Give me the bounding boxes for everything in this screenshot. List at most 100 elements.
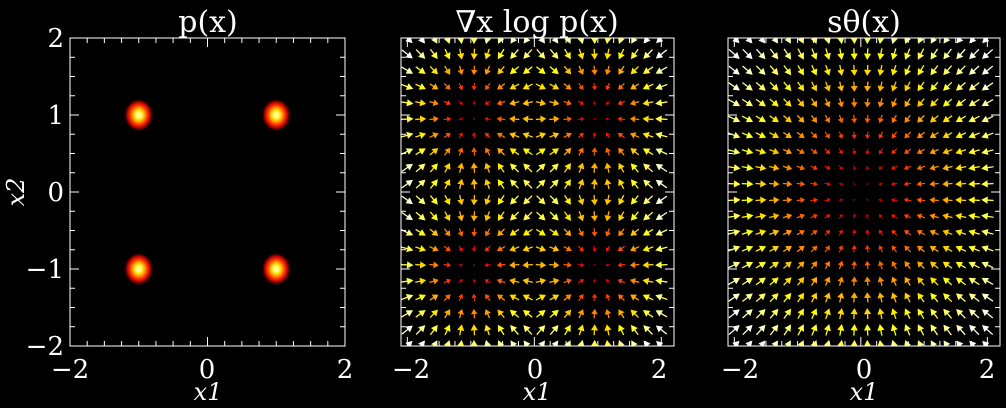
score-arrow — [538, 340, 546, 346]
score-arrow — [728, 164, 741, 172]
score-arrow — [429, 163, 438, 173]
score-arrow — [756, 324, 766, 336]
score-arrow — [549, 99, 560, 107]
score-arrow — [590, 38, 598, 45]
score-arrow — [981, 277, 994, 286]
score-arrow — [563, 116, 572, 123]
score-arrow — [810, 81, 818, 92]
score-arrow — [497, 48, 505, 60]
score-arrow — [796, 131, 805, 139]
score-arrow — [982, 325, 994, 336]
score-arrow — [877, 64, 885, 76]
score-arrow — [942, 261, 953, 269]
density-peak — [261, 252, 292, 286]
score-arrow — [497, 83, 506, 90]
score-arrow — [904, 308, 911, 320]
score-arrow — [755, 196, 767, 204]
score-arrow — [728, 325, 740, 336]
score-arrow — [878, 245, 884, 253]
score-arrow — [443, 324, 451, 336]
score-arrow — [549, 83, 560, 90]
score-arrow — [604, 308, 612, 319]
score-arrow — [741, 196, 754, 204]
score-arrow — [577, 262, 585, 268]
score-arrow — [824, 114, 831, 124]
score-arrow — [837, 114, 844, 124]
score-arrow — [810, 261, 818, 270]
score-arrow — [401, 277, 414, 285]
score-arrow — [742, 65, 753, 75]
score-arrow — [929, 131, 939, 139]
score-arrow — [890, 81, 898, 92]
score-arrow — [415, 132, 427, 139]
score-arrow — [401, 49, 413, 59]
score-arrow — [981, 309, 994, 319]
score-arrow — [930, 292, 939, 303]
score-arrow — [783, 81, 792, 92]
score-arrow — [877, 81, 885, 92]
score-arrow — [655, 163, 668, 173]
score-arrow — [643, 309, 654, 318]
score-arrow — [415, 163, 426, 173]
density-ytick-neg2: −2 — [26, 332, 64, 362]
score-arrow — [642, 148, 654, 156]
score-arrow — [981, 212, 994, 220]
score-arrow — [510, 325, 519, 335]
score-arrow — [656, 340, 664, 346]
score-arrow — [823, 48, 831, 60]
score-arrow — [401, 325, 413, 335]
score-arrow — [618, 178, 625, 190]
score-arrow — [591, 293, 598, 302]
score-arrow — [904, 81, 911, 92]
score-arrow — [866, 198, 869, 202]
score-arrow — [470, 65, 478, 76]
score-arrow — [458, 263, 464, 267]
learned-score-ticks — [728, 37, 1000, 347]
score-arrow — [429, 294, 439, 301]
score-arrow — [838, 198, 844, 202]
score-arrow — [536, 163, 546, 173]
score-arrow — [783, 115, 792, 123]
score-arrow — [470, 339, 478, 346]
score-arrow — [655, 277, 668, 285]
score-arrow — [655, 211, 668, 221]
score-arrow — [549, 66, 559, 75]
true-score-ticks — [401, 37, 674, 347]
score-arrow — [415, 115, 427, 123]
score-arrow — [943, 324, 952, 336]
score-arrow — [605, 132, 611, 139]
score-arrow — [878, 260, 884, 270]
score-arrow — [956, 308, 966, 319]
score-arrow — [470, 308, 478, 319]
score-arrow — [549, 179, 559, 189]
score-arrow — [851, 260, 858, 270]
score-arrow — [732, 340, 740, 346]
score-arrow — [755, 131, 767, 139]
score-arrow — [797, 277, 805, 286]
score-arrow — [604, 211, 612, 222]
score-arrow — [904, 230, 912, 236]
score-arrow — [484, 178, 492, 190]
score-arrow — [838, 245, 844, 253]
density-plot-area — [70, 38, 345, 346]
score-arrow — [655, 148, 668, 155]
score-arrow — [850, 276, 858, 286]
score-arrow — [783, 98, 792, 107]
score-arrow — [643, 49, 654, 59]
score-arrow — [484, 309, 491, 319]
score-arrow — [444, 340, 451, 346]
score-arrow — [655, 83, 668, 90]
score-arrow — [577, 38, 585, 45]
score-arrow — [509, 228, 520, 236]
score-arrow — [457, 162, 465, 173]
score-arrow — [617, 278, 626, 284]
score-arrow — [429, 245, 439, 252]
score-arrow — [564, 48, 571, 60]
panel-density: p(x) x1 x2 0 −2 2 2 1 0 −1 −2 — [2, 5, 353, 406]
score-arrow — [968, 229, 980, 237]
score-arrow — [769, 293, 779, 303]
score-arrow — [497, 228, 505, 237]
score-arrow — [929, 148, 939, 155]
score-arrow — [877, 98, 885, 108]
score-arrow — [741, 277, 753, 286]
